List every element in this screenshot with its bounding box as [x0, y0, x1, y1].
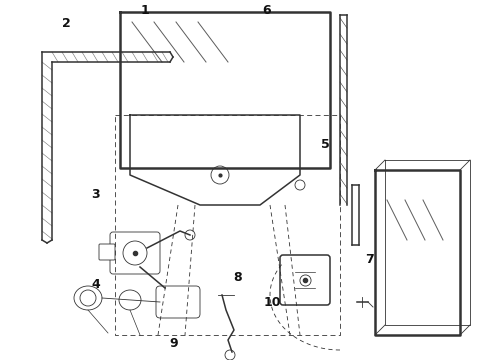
Text: 2: 2	[62, 17, 71, 30]
Text: 6: 6	[263, 4, 271, 17]
FancyBboxPatch shape	[280, 255, 330, 305]
Text: 7: 7	[366, 253, 374, 266]
Text: 5: 5	[321, 138, 330, 150]
Ellipse shape	[74, 286, 102, 310]
FancyBboxPatch shape	[156, 286, 200, 318]
Text: 8: 8	[233, 271, 242, 284]
Ellipse shape	[119, 290, 141, 310]
Text: 1: 1	[140, 4, 149, 17]
Text: 10: 10	[263, 296, 281, 309]
Text: 4: 4	[91, 278, 100, 291]
Text: 3: 3	[91, 188, 100, 201]
Text: 9: 9	[170, 337, 178, 350]
FancyBboxPatch shape	[99, 244, 115, 260]
FancyBboxPatch shape	[110, 232, 160, 274]
